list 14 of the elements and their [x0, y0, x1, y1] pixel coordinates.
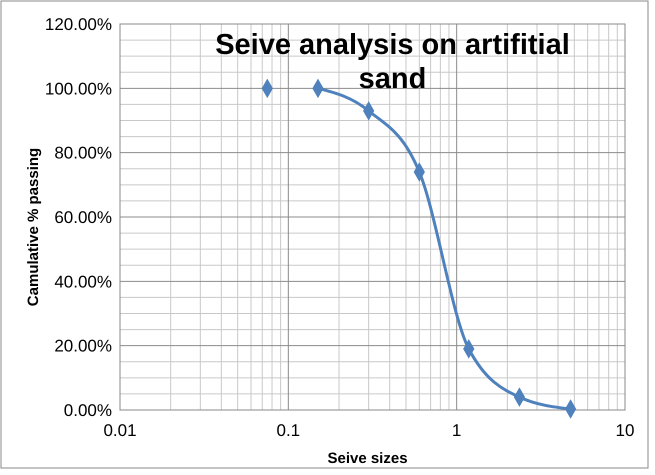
x-tick-label: 10: [616, 421, 634, 440]
y-tick-label: 60.00%: [54, 208, 112, 227]
y-axis-title: Camulative % passing: [25, 148, 42, 306]
y-tick-label: 80.00%: [54, 144, 112, 163]
y-tick-label: 100.00%: [44, 79, 112, 98]
y-tick-label: 0.00%: [64, 401, 112, 420]
x-axis-title: Seive sizes: [327, 450, 408, 467]
y-tick-label: 120.00%: [44, 15, 112, 34]
y-tick-label: 40.00%: [54, 272, 112, 292]
x-tick-label: 0.1: [276, 421, 300, 440]
x-tick-label: 1: [452, 421, 462, 440]
text: Seive analysis on artifitial sand: [215, 29, 570, 95]
y-tick-label: 20.00%: [54, 336, 112, 356]
x-tick-label: 0.01: [103, 421, 137, 440]
